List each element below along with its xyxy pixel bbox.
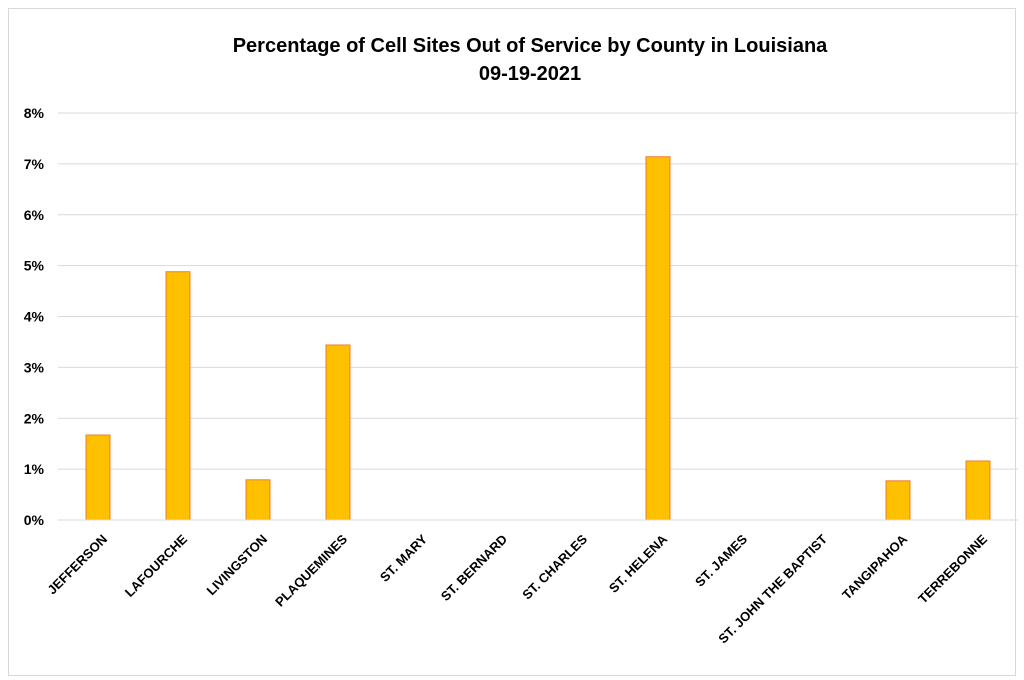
x-tick-label: JEFFERSON <box>44 532 110 598</box>
y-tick-label: 8% <box>24 105 45 121</box>
x-tick-label: ST. BERNARD <box>438 532 510 604</box>
x-tick-label: ST. CHARLES <box>519 531 590 602</box>
y-tick-label: 5% <box>24 258 45 274</box>
x-tick-label: LIVINGSTON <box>203 532 270 599</box>
y-axis-ticks: 0% 1% 2% 3% 4% 5% 6% 7% 8% <box>24 105 45 528</box>
bars <box>85 156 991 521</box>
y-tick-label: 4% <box>24 309 45 325</box>
x-tick-label: TERREBONNE <box>915 531 990 606</box>
bar <box>645 156 671 521</box>
y-tick-label: 2% <box>24 410 45 426</box>
bar <box>325 344 351 521</box>
bar <box>245 479 271 521</box>
chart-subtitle: 09-19-2021 <box>479 63 581 85</box>
bar <box>885 480 911 521</box>
y-tick-label: 7% <box>24 156 45 172</box>
bar <box>85 434 111 521</box>
x-tick-label: TANGIPAHOA <box>839 531 910 602</box>
x-tick-label: ST. MARY <box>377 531 430 584</box>
x-tick-label: ST. JAMES <box>692 531 750 589</box>
x-tick-label: PLAQUEMINES <box>272 531 350 609</box>
y-tick-label: 1% <box>24 461 45 477</box>
bar <box>165 271 191 521</box>
x-axis-labels: JEFFERSON LAFOURCHE LIVINGSTON PLAQUEMINES S… <box>44 531 990 646</box>
y-tick-label: 0% <box>24 512 45 528</box>
bar <box>965 460 991 521</box>
y-tick-label: 3% <box>24 359 45 375</box>
x-tick-label: ST. HELENA <box>606 531 671 596</box>
chart-title: Percentage of Cell Sites Out of Service … <box>233 35 828 57</box>
y-tick-label: 6% <box>24 207 45 223</box>
x-tick-label: LAFOURCHE <box>122 531 191 600</box>
gridlines <box>58 112 1018 470</box>
